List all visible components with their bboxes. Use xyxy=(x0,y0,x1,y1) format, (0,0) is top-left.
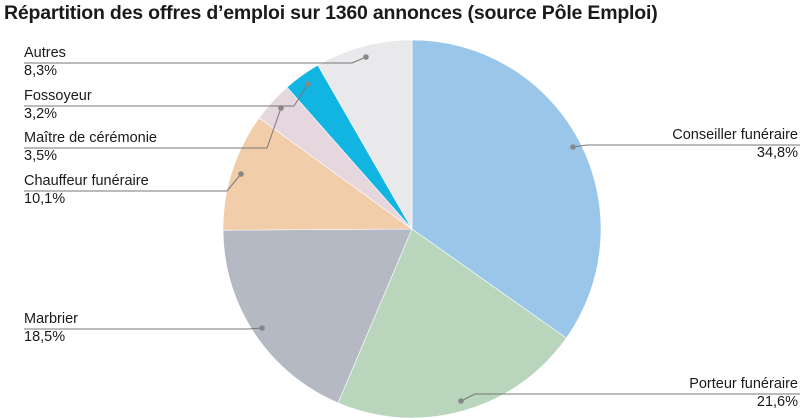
slice-label: Maître de cérémonie xyxy=(24,130,157,146)
pie-slice xyxy=(317,39,413,231)
leader-dot xyxy=(305,81,311,87)
slice-label: Marbrier xyxy=(24,311,78,327)
slice-label: Autres xyxy=(24,45,66,61)
slice-value-label: 34,8% xyxy=(757,145,798,161)
leader-line xyxy=(24,173,242,192)
slice-label: Conseiller funéraire xyxy=(672,127,798,143)
slice-value-label: 3,5% xyxy=(24,148,57,164)
leader-line xyxy=(460,393,800,402)
pie-slice xyxy=(222,228,413,404)
chart-title: Répartition des offres d’emploi sur 1360… xyxy=(4,2,658,24)
slice-value-label: 18,5% xyxy=(24,329,65,345)
slice-value-label: 8,3% xyxy=(24,63,57,79)
slice-value-label: 10,1% xyxy=(24,191,65,207)
slice-value-label: 3,2% xyxy=(24,106,57,122)
leader-dot xyxy=(238,171,244,177)
leader-line xyxy=(24,56,367,64)
slice-label: Porteur funéraire xyxy=(689,376,798,392)
leader-line xyxy=(24,83,309,107)
leader-dot xyxy=(570,144,576,150)
leader-dot xyxy=(363,54,369,60)
pie-slice xyxy=(337,228,567,418)
slice-value-label: 21,6% xyxy=(757,394,798,410)
leader-dot xyxy=(458,398,464,404)
leader-line xyxy=(24,107,282,149)
pie-slice xyxy=(411,39,602,339)
pie-slice xyxy=(222,117,413,231)
slice-label: Chauffeur funéraire xyxy=(24,173,149,189)
slice-label: Fossoyeur xyxy=(24,88,92,104)
leader-dot xyxy=(259,325,265,331)
leader-line xyxy=(572,144,800,148)
leader-dot xyxy=(278,105,284,111)
leader-line xyxy=(24,327,263,330)
